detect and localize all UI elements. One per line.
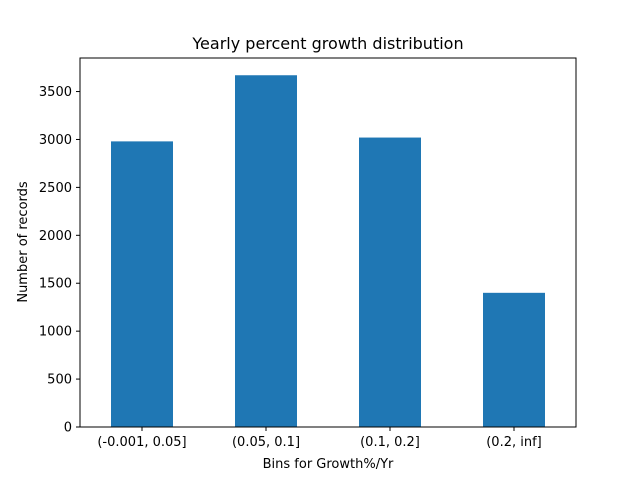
- bar-3: [483, 292, 545, 427]
- x-tick-label-0: (-0.001, 0.05]: [97, 435, 186, 450]
- y-axis: 0 500 1000 1500 2000 2500 3000 3500: [39, 85, 80, 436]
- y-tick-label-3: 1500: [39, 277, 72, 292]
- x-axis: (-0.001, 0.05] (0.05, 0.1] (0.1, 0.2] (0.2,…: [97, 427, 542, 450]
- y-tick-label-6: 3000: [39, 133, 72, 148]
- y-tick-label-4: 2000: [39, 229, 72, 244]
- chart-title: Yearly percent growth distribution: [191, 34, 463, 53]
- plot-frame: [79, 57, 577, 428]
- y-tick-label-1: 500: [47, 373, 72, 388]
- y-tick-label-0: 0: [64, 421, 72, 436]
- bar-0: [111, 141, 173, 427]
- x-tick-label-2: (0.1, 0.2]: [360, 435, 420, 450]
- x-tick-label-3: (0.2, inf]: [486, 435, 542, 450]
- y-tick-label-5: 2500: [39, 181, 72, 196]
- x-axis-label: Bins for Growth%/Yr: [263, 457, 394, 472]
- y-tick-label-2: 1000: [39, 325, 72, 340]
- bars-group: [111, 75, 545, 428]
- y-tick-label-7: 3500: [39, 85, 72, 100]
- bar-1: [235, 75, 297, 427]
- bar-2: [359, 137, 421, 428]
- x-tick-label-1: (0.05, 0.1]: [232, 435, 300, 450]
- y-axis-label: Number of records: [16, 181, 31, 303]
